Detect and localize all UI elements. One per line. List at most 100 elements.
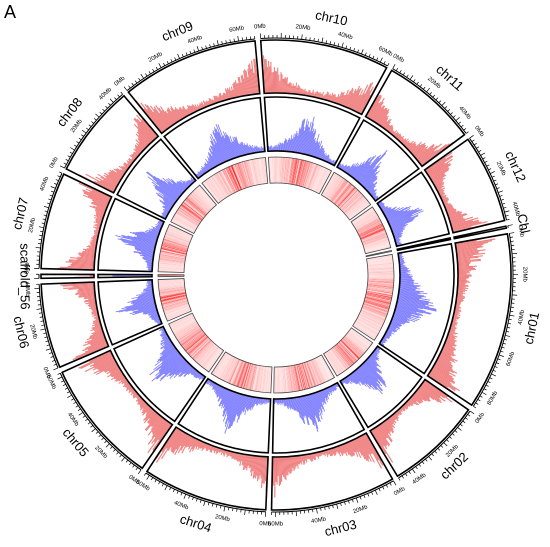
heatmap-cell	[165, 232, 191, 243]
middle-track-bar	[160, 337, 170, 343]
heatmap-cell	[228, 359, 240, 384]
outer-track-bar	[96, 181, 115, 192]
heatmap-cell	[248, 364, 256, 390]
outer-track-bar	[138, 141, 147, 149]
axis-tick	[432, 94, 436, 98]
axis-tick	[506, 219, 510, 221]
heatmap-cell	[361, 308, 386, 319]
middle-track-bar	[385, 207, 404, 218]
middle-track-bar	[354, 370, 371, 390]
middle-track-bar	[398, 290, 421, 295]
middle-track-bar	[289, 398, 292, 410]
outer-track-bar	[186, 109, 191, 115]
middle-track-bar	[317, 391, 326, 412]
heatmap-cell	[238, 362, 248, 387]
middle-track-bar	[357, 154, 382, 182]
outer-track-bar	[301, 455, 303, 462]
heatmap-cell	[312, 359, 324, 384]
heatmap-cell	[163, 237, 189, 247]
axis-tick	[193, 49, 196, 53]
outer-track-bar	[380, 423, 389, 434]
heatmap-cell	[294, 365, 300, 391]
outer-track-bar	[185, 436, 193, 448]
outer-track-bar	[451, 217, 479, 227]
middle-track-bar	[392, 316, 409, 324]
chromosome-label: chr07	[9, 196, 31, 231]
middle-track-bar	[384, 334, 390, 338]
middle-track-bar	[374, 349, 380, 354]
outer-track-bar	[388, 417, 396, 426]
middle-track-bar	[321, 390, 326, 401]
outer-track-bar	[457, 289, 467, 291]
axis-tick	[406, 74, 409, 78]
heatmap-cell	[214, 353, 229, 377]
middle-track-bar	[161, 350, 178, 363]
heatmap-cell	[196, 187, 215, 208]
outer-track-bar	[408, 144, 417, 152]
middle-track-bar	[146, 265, 153, 267]
middle-track-bar	[302, 126, 309, 154]
middle-track-bar	[152, 178, 179, 199]
outer-track-bar	[93, 354, 113, 364]
outer-track-bar	[201, 442, 206, 452]
middle-track-bar	[198, 171, 202, 177]
outer-track-bar	[71, 262, 95, 266]
heatmap-cell	[347, 200, 368, 218]
middle-track-bar	[386, 205, 412, 220]
heatmap-cell	[311, 359, 323, 384]
heatmap-cell	[355, 216, 379, 230]
outer-track-bar	[89, 275, 95, 277]
heatmap-cell	[161, 247, 187, 254]
heatmap-cell	[243, 363, 252, 389]
outer-track-bar	[448, 211, 462, 217]
outer-track-bar	[419, 385, 442, 404]
outer-track-bar	[69, 259, 95, 263]
outer-track-bar	[343, 443, 348, 453]
outer-track-bar	[408, 399, 414, 405]
outer-track-bar	[230, 90, 234, 99]
tick-label: 60Mb	[377, 46, 394, 58]
middle-track-bar	[385, 333, 391, 337]
outer-track-bar	[248, 63, 254, 95]
outer-track-bar	[457, 259, 481, 263]
outer-track-bar	[92, 319, 100, 322]
heatmap-cell	[165, 308, 191, 319]
heatmap-cell	[309, 360, 321, 385]
track-frame	[322, 327, 374, 377]
heatmap-cell	[364, 241, 390, 250]
heatmap-cell	[367, 279, 394, 282]
heatmap-cell	[356, 217, 380, 231]
middle-track-bar	[354, 161, 369, 180]
middle-track-bar	[251, 147, 254, 154]
outer-track-bar	[393, 131, 399, 137]
heatmap-cell	[158, 261, 185, 266]
chromosome-label: chr06	[11, 315, 33, 350]
heatmap-cell	[225, 358, 238, 383]
middle-track-bar	[164, 205, 171, 210]
heatmap-cell	[303, 362, 312, 388]
middle-track-bar	[204, 162, 211, 171]
heatmap-cell	[269, 366, 272, 393]
outer-track-bar	[375, 427, 388, 446]
outer-track-bar	[137, 138, 147, 148]
outer-track-bar	[457, 274, 472, 276]
middle-track-bar	[300, 396, 306, 418]
middle-track-bar	[183, 180, 190, 187]
heatmap-cell	[161, 298, 188, 306]
middle-track-bar	[156, 223, 163, 227]
middle-track-bar	[182, 181, 189, 188]
middle-track-bar	[363, 362, 386, 386]
axis-tick	[431, 453, 434, 457]
outer-track-bar	[274, 456, 276, 498]
heatmap-cell	[358, 315, 382, 328]
heatmap-cell	[249, 364, 256, 391]
outer-track-bar	[92, 236, 98, 239]
outer-track-bar	[141, 405, 150, 414]
middle-track-bar	[399, 273, 409, 274]
middle-track-bar	[319, 390, 325, 403]
heatmap-cell	[212, 174, 228, 198]
middle-track-bar	[346, 376, 352, 385]
axis-tick	[389, 482, 392, 486]
outer-track-bar	[137, 131, 151, 145]
heatmap-cell	[162, 300, 188, 309]
